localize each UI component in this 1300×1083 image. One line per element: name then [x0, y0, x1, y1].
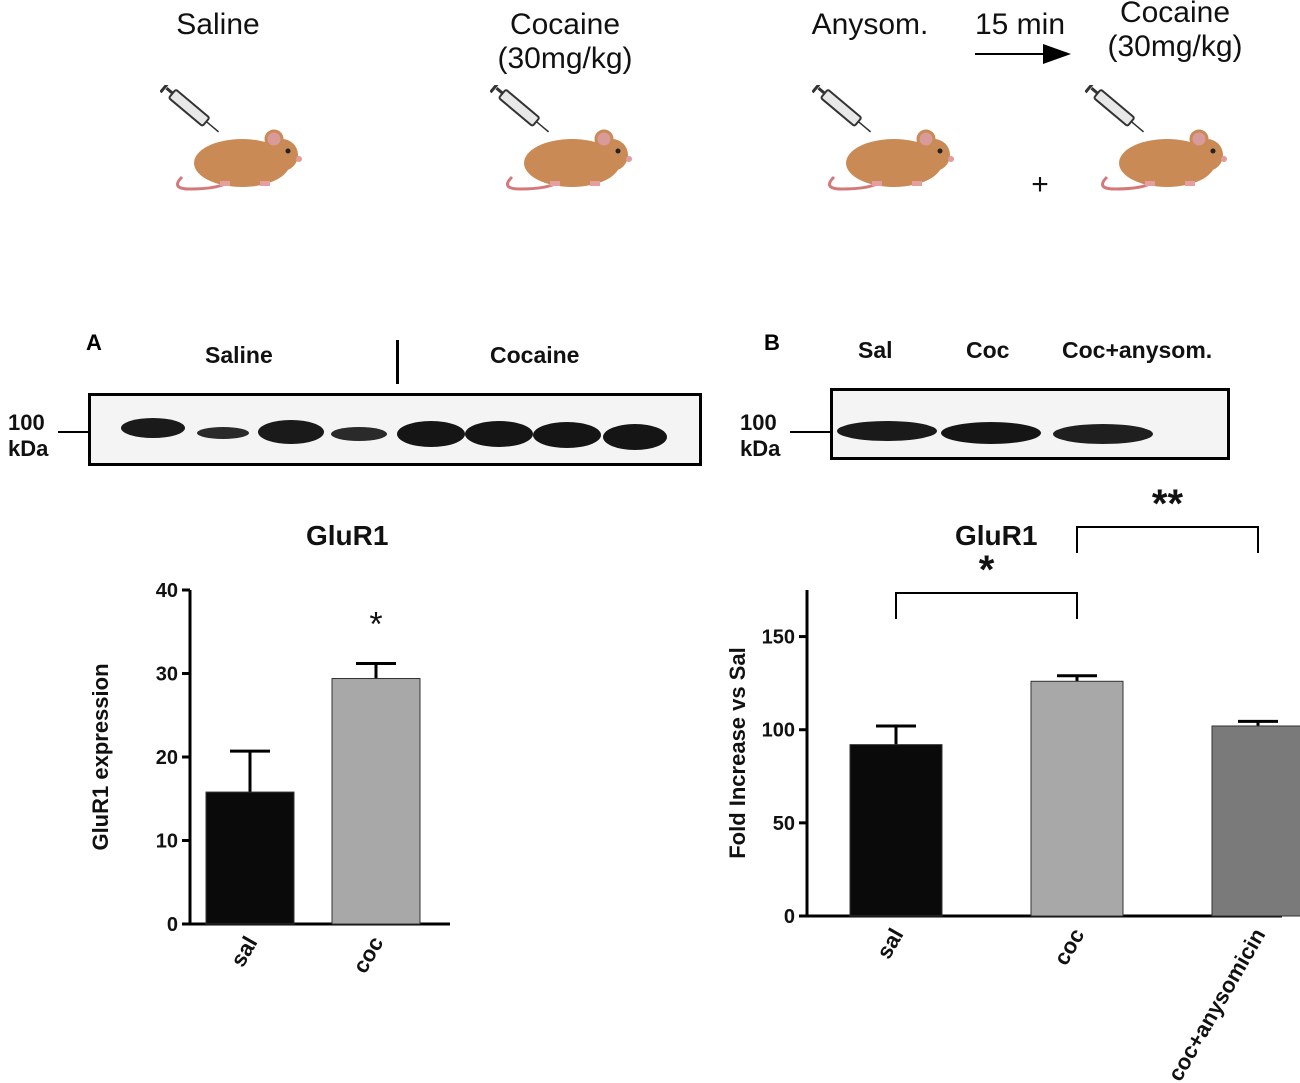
schema-label-cocaine: Cocaine (30mg/kg) — [497, 8, 633, 75]
blot-bands-a — [121, 418, 667, 450]
bar — [331, 678, 421, 925]
schema-label-anysomycin: Anysom. — [811, 8, 929, 41]
category-label: coc — [1049, 924, 1090, 969]
mouse-syringe-icon — [812, 85, 954, 191]
blot-band — [331, 427, 387, 441]
western-blot-b — [830, 388, 1230, 460]
mouse-syringe-icon — [1085, 85, 1227, 191]
chart-title-b: GluR1 — [955, 520, 1038, 551]
mouse-syringe-icon — [490, 85, 632, 191]
marker-label-a: 100 kDa — [8, 410, 49, 461]
lane-divider — [396, 340, 399, 384]
panel-letter-b: B — [764, 330, 780, 355]
arrow-icon — [975, 44, 1071, 64]
category-label: sal — [871, 924, 908, 963]
bar — [849, 744, 943, 917]
marker-label-b: 100 kDa — [740, 410, 781, 461]
significance-marker: * — [979, 548, 995, 592]
y-axis-title: Fold Increase vs Sal — [725, 647, 750, 859]
blot-bands-b — [837, 421, 1153, 444]
blot-band — [941, 422, 1041, 444]
bar — [1211, 725, 1300, 917]
y-tick-label: 20 — [156, 747, 178, 769]
lane-label-sal: Sal — [858, 337, 893, 363]
significance-bracket — [1076, 526, 1259, 553]
marker-tick-b — [790, 431, 830, 433]
lane-label-cocaine: Cocaine — [490, 342, 580, 368]
panel-letter-a: A — [86, 330, 102, 355]
y-tick-label: 40 — [156, 580, 178, 602]
lane-label-coc: Coc — [966, 337, 1010, 363]
blot-band — [603, 424, 667, 450]
significance-bracket — [895, 592, 1078, 619]
y-tick-label: 10 — [156, 831, 178, 853]
western-blot-a — [88, 393, 702, 466]
category-label: coc+anysomicin — [1163, 924, 1271, 1083]
y-tick-label: 150 — [762, 627, 795, 649]
blot-band — [1053, 424, 1153, 444]
y-tick-label: 50 — [773, 813, 795, 835]
bar — [1030, 680, 1124, 917]
blot-band — [397, 421, 465, 447]
blot-band — [465, 421, 533, 447]
blot-band — [121, 418, 185, 438]
y-tick-label: 30 — [156, 664, 178, 686]
schema-label-saline: Saline — [176, 8, 260, 41]
y-axis-title: GluR1 expression — [88, 663, 113, 850]
lane-label-saline: Saline — [205, 342, 273, 368]
y-tick-label: 0 — [167, 914, 178, 936]
blot-band — [197, 427, 249, 439]
y-tick-label: 100 — [762, 720, 795, 742]
schema-label-cocaine-after: Cocaine (30mg/kg) — [1107, 0, 1243, 63]
mouse-syringe-icon — [160, 85, 302, 191]
lane-label-coc-anysom: Coc+anysom. — [1062, 337, 1213, 363]
significance-marker: ** — [1152, 482, 1184, 526]
marker-tick-a — [58, 431, 88, 433]
blot-band — [258, 420, 324, 444]
blot-band — [533, 422, 601, 448]
chart-title-a: GluR1 — [306, 520, 389, 551]
bar — [205, 791, 295, 925]
significance-marker: * — [369, 605, 382, 643]
plus-sign: + — [1031, 168, 1049, 201]
blot-band — [837, 421, 937, 441]
y-tick-label: 0 — [784, 906, 795, 928]
schema-label-interval: 15 min — [974, 8, 1066, 41]
